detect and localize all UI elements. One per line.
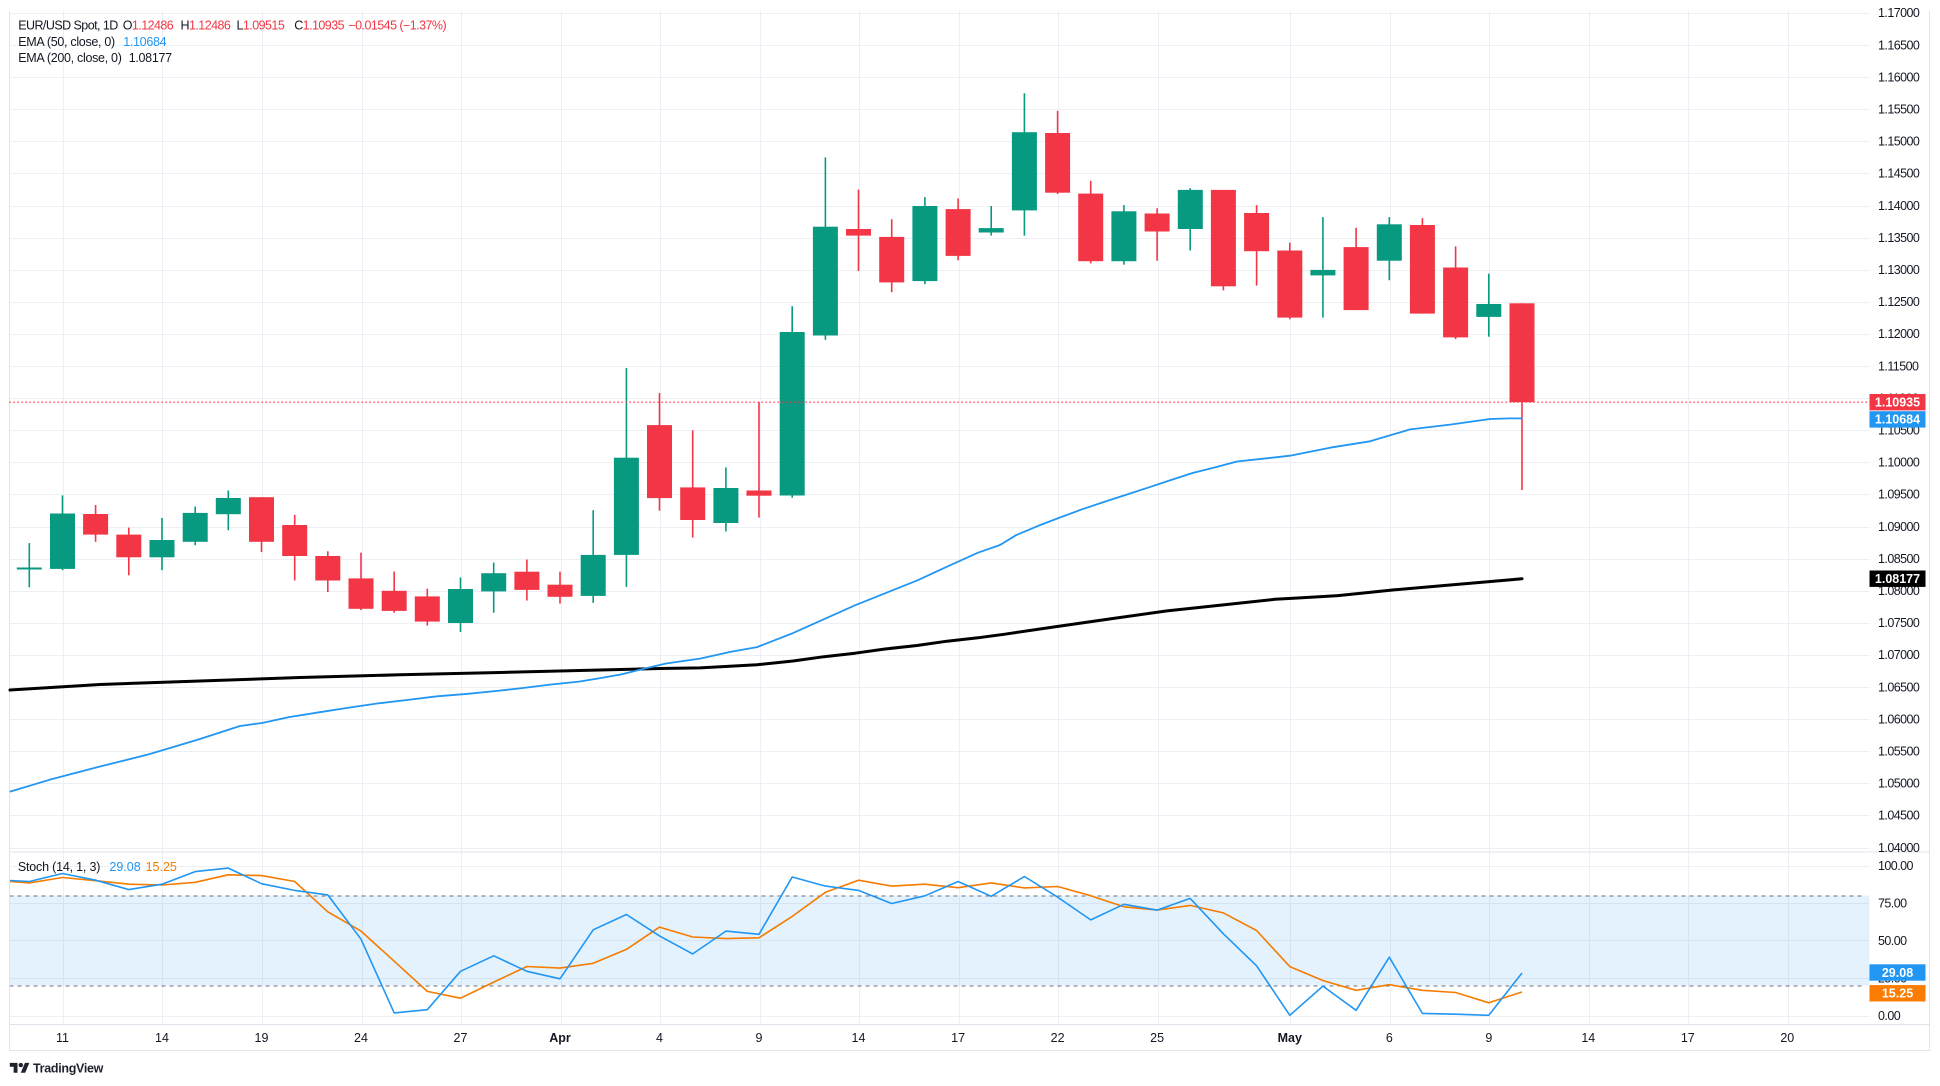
svg-text:EMA (200, close, 0): EMA (200, close, 0) [18, 51, 122, 65]
svg-text:1.04000: 1.04000 [1878, 841, 1920, 855]
svg-text:0.00: 0.00 [1878, 1009, 1901, 1023]
svg-text:1.09500: 1.09500 [1878, 488, 1920, 502]
svg-text:1.08500: 1.08500 [1878, 552, 1920, 566]
svg-text:1.13500: 1.13500 [1878, 231, 1920, 245]
svg-text:1.07500: 1.07500 [1878, 616, 1920, 630]
svg-text:1.17000: 1.17000 [1878, 6, 1920, 20]
svg-text:1.10684: 1.10684 [1875, 413, 1920, 427]
svg-text:75.00: 75.00 [1878, 896, 1907, 910]
svg-text:1.06000: 1.06000 [1878, 712, 1920, 726]
svg-text:1.12500: 1.12500 [1878, 295, 1920, 309]
svg-text:1.16000: 1.16000 [1878, 70, 1920, 84]
svg-text:1.16500: 1.16500 [1878, 38, 1920, 52]
svg-text:1.08177: 1.08177 [1875, 572, 1920, 586]
svg-text:1.07000: 1.07000 [1878, 648, 1920, 662]
svg-text:9: 9 [756, 1031, 763, 1045]
svg-text:24: 24 [354, 1031, 368, 1045]
svg-text:14: 14 [1581, 1031, 1595, 1045]
svg-text:1.13000: 1.13000 [1878, 263, 1920, 277]
svg-text:17: 17 [951, 1031, 965, 1045]
svg-text:20: 20 [1780, 1031, 1794, 1045]
svg-text:1.12000: 1.12000 [1878, 327, 1920, 341]
svg-text:1.05500: 1.05500 [1878, 745, 1920, 759]
svg-text:1.09000: 1.09000 [1878, 520, 1920, 534]
svg-text:17: 17 [1681, 1031, 1695, 1045]
svg-text:1.10684: 1.10684 [123, 35, 166, 49]
svg-text:15.25: 15.25 [1882, 987, 1913, 1001]
svg-text:1.08177: 1.08177 [129, 51, 172, 65]
svg-text:9: 9 [1485, 1031, 1492, 1045]
svg-text:27: 27 [454, 1031, 468, 1045]
svg-text:1.15500: 1.15500 [1878, 103, 1920, 117]
svg-text:29.08: 29.08 [109, 860, 140, 874]
svg-text:1.04500: 1.04500 [1878, 809, 1920, 823]
svg-text:1.11500: 1.11500 [1878, 359, 1919, 373]
svg-text:11: 11 [56, 1031, 69, 1045]
svg-text:C1.10935: C1.10935 [294, 19, 344, 33]
svg-text:1.06500: 1.06500 [1878, 680, 1920, 694]
svg-text:1.05000: 1.05000 [1878, 777, 1920, 791]
svg-text:L1.09515: L1.09515 [237, 19, 285, 33]
svg-text:100.00: 100.00 [1878, 859, 1914, 873]
svg-text:1.14000: 1.14000 [1878, 199, 1920, 213]
svg-text:1.14500: 1.14500 [1878, 167, 1920, 181]
svg-text:14: 14 [155, 1031, 169, 1045]
svg-text:50.00: 50.00 [1878, 934, 1907, 948]
svg-text:O1.12486: O1.12486 [123, 19, 174, 33]
svg-text:1.10000: 1.10000 [1878, 456, 1920, 470]
svg-text:H1.12486: H1.12486 [181, 19, 231, 33]
svg-text:1.08000: 1.08000 [1878, 584, 1920, 598]
svg-text:22: 22 [1051, 1031, 1065, 1045]
svg-text:1.15000: 1.15000 [1878, 135, 1920, 149]
svg-text:4: 4 [656, 1031, 663, 1045]
svg-text:6: 6 [1386, 1031, 1393, 1045]
svg-text:−0.01545 (−1.37%): −0.01545 (−1.37%) [348, 19, 446, 33]
svg-text:EMA (50, close, 0): EMA (50, close, 0) [18, 35, 115, 49]
svg-text:25: 25 [1150, 1031, 1164, 1045]
svg-text:Stoch (14, 1, 3): Stoch (14, 1, 3) [18, 860, 100, 874]
svg-text:TradingView: TradingView [33, 1062, 104, 1076]
svg-text:19: 19 [255, 1031, 269, 1045]
svg-text:15.25: 15.25 [146, 860, 177, 874]
svg-text:May: May [1278, 1031, 1302, 1045]
svg-text:Apr: Apr [549, 1031, 571, 1045]
svg-text:14: 14 [852, 1031, 866, 1045]
svg-text:EUR/USD Spot, 1D: EUR/USD Spot, 1D [18, 19, 118, 33]
svg-text:29.08: 29.08 [1882, 966, 1913, 980]
svg-text:1.10935: 1.10935 [1875, 396, 1920, 410]
